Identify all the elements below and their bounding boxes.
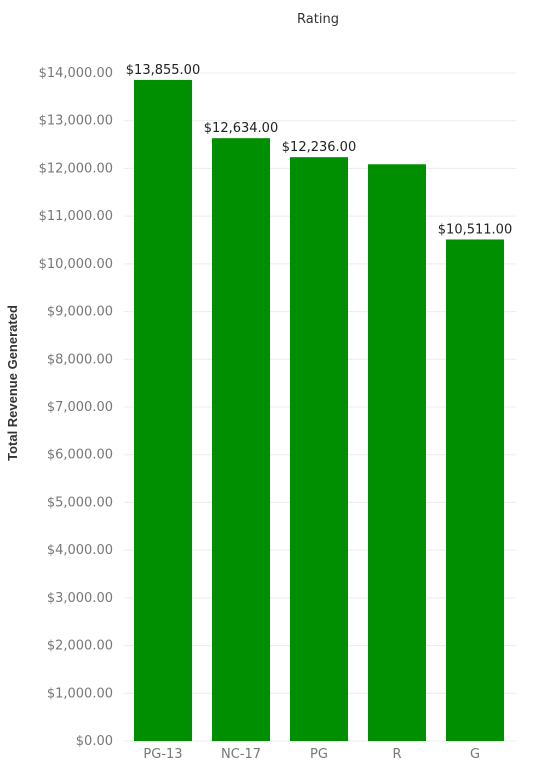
y-tick-label: $6,000.00 [47, 448, 113, 463]
y-tick-label: $9,000.00 [47, 305, 113, 320]
y-tick-label: $12,000.00 [39, 161, 113, 176]
y-tick-label: $1,000.00 [47, 686, 113, 701]
bar-g [446, 239, 504, 741]
data-label: $13,855.00 [126, 63, 200, 78]
x-tick-label: PG [310, 747, 328, 762]
data-label: $12,634.00 [204, 121, 278, 136]
y-axis-label: Total Revenue Generated [5, 305, 20, 461]
y-tick-label: $0.00 [76, 734, 113, 749]
y-tick-label: $5,000.00 [47, 495, 113, 510]
y-tick-label: $8,000.00 [47, 352, 113, 367]
y-tick-label: $11,000.00 [39, 209, 113, 224]
y-tick-label: $7,000.00 [47, 400, 113, 415]
data-labels: $13,855.00 $12,634.00 $12,236.00 $10,511.00 [126, 63, 512, 238]
data-label: $12,236.00 [282, 140, 356, 155]
bar-pg-13 [134, 79, 192, 741]
y-tick-label: $14,000.00 [39, 66, 113, 81]
y-tick-label: $13,000.00 [39, 114, 113, 129]
y-axis-ticks: $0.00 $1,000.00 $2,000.00 $3,000.00 $4,000.0… [39, 66, 113, 749]
bar-r [368, 164, 426, 741]
y-tick-label: $2,000.00 [47, 639, 113, 654]
y-tick-label: $10,000.00 [39, 257, 113, 272]
bars [134, 79, 504, 742]
x-tick-label: PG-13 [143, 747, 182, 762]
chart-title: Rating [297, 12, 339, 27]
y-tick-label: $4,000.00 [47, 543, 113, 558]
y-tick-label: $3,000.00 [47, 591, 113, 606]
x-axis-ticks: PG-13 NC-17 PG R G [143, 747, 480, 762]
bar-nc-17 [212, 138, 270, 741]
data-label: $10,511.00 [438, 222, 512, 237]
x-tick-label: G [470, 747, 480, 762]
bar-pg [290, 157, 348, 742]
x-tick-label: NC-17 [221, 747, 261, 762]
x-tick-label: R [392, 747, 401, 762]
